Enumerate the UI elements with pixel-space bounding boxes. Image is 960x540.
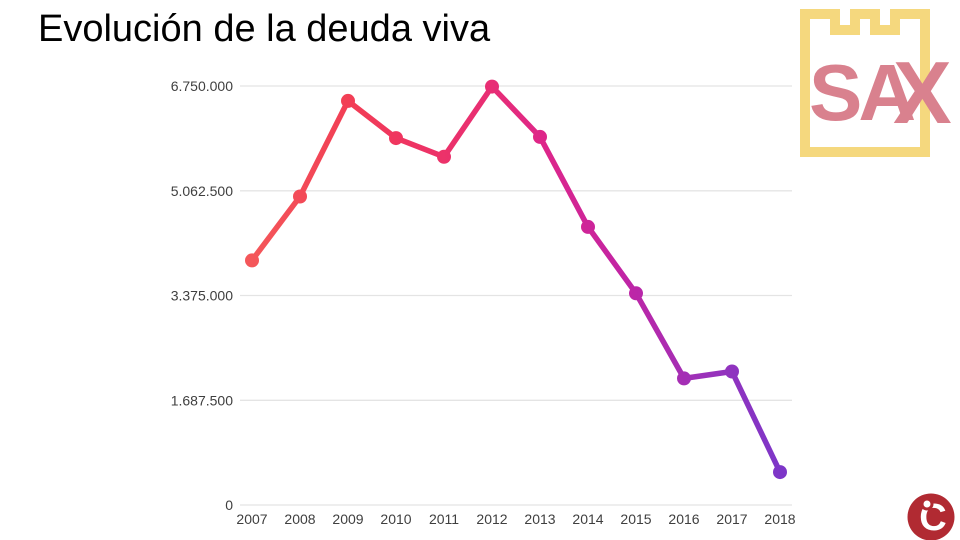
y-axis-tick-label: 0 (225, 497, 233, 513)
x-axis-tick-label: 2009 (332, 511, 363, 527)
data-point-2009[interactable] (341, 93, 355, 108)
data-point-2007[interactable] (245, 253, 259, 268)
x-axis-tick-label: 2008 (284, 511, 315, 527)
x-axis-tick-label: 2015 (620, 511, 651, 527)
ic-logo-circle (907, 493, 955, 540)
data-point-2010[interactable] (389, 131, 403, 146)
data-point-2018[interactable] (773, 465, 787, 480)
y-axis-tick-label: 5.062.500 (171, 183, 233, 199)
y-axis-tick-label: 1.687.500 (171, 392, 233, 408)
sax-logo-text-sa: SA (809, 48, 914, 137)
castle-icon (800, 9, 930, 157)
debt-line (249, 83, 783, 475)
data-point-2017[interactable] (725, 364, 739, 379)
data-point-2011[interactable] (437, 149, 451, 164)
x-axis-tick-label: 2012 (476, 511, 507, 527)
x-axis-tick-label: 2007 (236, 511, 267, 527)
x-axis-tick-label: 2014 (572, 511, 603, 527)
x-axis-tick-label: 2017 (716, 511, 747, 527)
page-title: Evolución de la deuda viva (38, 8, 491, 50)
x-axis-tick-label: 2016 (668, 511, 699, 527)
x-axis-tick-label: 2010 (380, 511, 411, 527)
data-point-2016[interactable] (677, 371, 691, 386)
y-axis-tick-label: 3.375.000 (171, 288, 233, 304)
sax-logo: SA X (800, 9, 952, 157)
data-point-2014[interactable] (581, 219, 595, 234)
data-point-2008[interactable] (293, 189, 307, 204)
x-axis-tick-label: 2011 (429, 511, 459, 527)
x-axis-tick-label: 2018 (764, 511, 795, 527)
x-axis-tick-label: 2013 (524, 511, 555, 527)
data-point-2015[interactable] (629, 286, 643, 301)
sax-logo-text-x: X (893, 43, 952, 142)
ic-logo-i-dot (920, 497, 934, 511)
data-point-2012[interactable] (485, 79, 499, 94)
y-axis-tick-label: 6.750.000 (171, 78, 233, 94)
data-point-2013[interactable] (533, 129, 547, 144)
intercomarcal-logo: C (907, 493, 955, 540)
